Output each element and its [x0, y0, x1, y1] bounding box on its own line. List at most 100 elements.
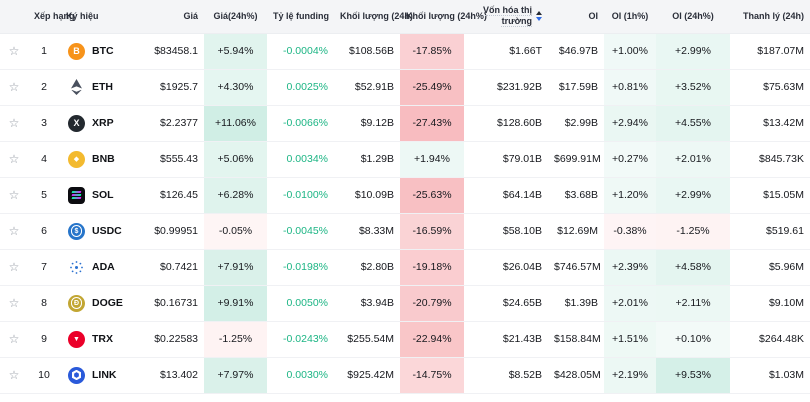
favorite-star-icon[interactable]: ☆ [8, 79, 20, 94]
symbol-cell[interactable]: X XRP [60, 105, 125, 142]
favorite-star-icon[interactable]: ☆ [8, 259, 20, 274]
symbol-cell[interactable]: LINK [60, 357, 125, 394]
rank-cell: 5 [28, 177, 60, 214]
table-row-doge: ☆ 8 Ð DOGE $0.16731 +9.91% 0.0050% $3.94B -20.79… [0, 285, 810, 322]
coin-symbol-label[interactable]: ETH [92, 81, 113, 93]
table-row-trx: ☆ 9 ▼ TRX $0.22583 -1.25% -0.0243% $255.54M -22.… [0, 321, 810, 358]
symbol-cell[interactable]: $ USDC [60, 213, 125, 250]
favorite-star-icon[interactable]: ☆ [8, 295, 20, 310]
volume_chg_24h-cell: -19.18% [400, 249, 464, 286]
xrp-icon: X [68, 114, 85, 132]
oi-cell: $746.57M [548, 249, 604, 286]
table-row-bnb: ☆ 4 ◆ BNB $555.43 +5.06% 0.0034% $1.29B +1.94% $7… [0, 141, 810, 178]
funding-rate-cell: 0.0034% [267, 141, 334, 178]
oi-cell: $158.84M [548, 321, 604, 358]
price-cell: $1925.7 [125, 69, 204, 106]
coin-symbol-label[interactable]: SOL [92, 189, 114, 201]
column-header-oi_24h[interactable]: OI (24h%) [656, 0, 730, 34]
favorite-cell: ☆ [0, 105, 28, 142]
volume_24h-cell: $3.94B [334, 285, 400, 322]
volume_24h-cell: $1.29B [334, 141, 400, 178]
rank-cell: 1 [28, 33, 60, 70]
favorite-star-icon[interactable]: ☆ [8, 367, 20, 382]
oi-cell: $428.05M [548, 357, 604, 394]
price_chg_24h-cell: +9.91% [204, 285, 267, 322]
favorite-cell: ☆ [0, 33, 28, 70]
rank-cell: 8 [28, 285, 60, 322]
price-cell: $0.16731 [125, 285, 204, 322]
oi_1h-cell: +2.01% [604, 285, 656, 322]
coin-symbol-label[interactable]: XRP [92, 117, 114, 129]
volume_24h-cell: $108.56B [334, 33, 400, 70]
favorite-star-icon[interactable]: ☆ [8, 151, 20, 166]
favorite-star-icon[interactable]: ☆ [8, 223, 20, 238]
volume_chg_24h-cell: -16.59% [400, 213, 464, 250]
liq_24h-cell: $519.61 [730, 213, 810, 250]
volume_24h-cell: $10.09B [334, 177, 400, 214]
coin-symbol-label[interactable]: BNB [92, 153, 115, 165]
symbol-cell[interactable]: ETH [60, 69, 125, 106]
table-row-ada: ☆ 7 ADA $0.7421 +7.91% -0.0198% $2.80B -19.18% $… [0, 249, 810, 286]
column-header-oi[interactable]: OI [548, 0, 604, 34]
oi_24h-cell: +4.58% [656, 249, 730, 286]
symbol-cell[interactable]: ▼ TRX [60, 321, 125, 358]
favorite-star-icon[interactable]: ☆ [8, 115, 20, 130]
symbol-cell[interactable]: ◆ BNB [60, 141, 125, 178]
column-header-favorite[interactable] [0, 0, 28, 34]
volume_chg_24h-cell: -27.43% [400, 105, 464, 142]
symbol-cell[interactable]: ADA [60, 249, 125, 286]
favorite-cell: ☆ [0, 285, 28, 322]
coin-symbol-label[interactable]: ADA [92, 261, 115, 273]
volume_chg_24h-cell: -14.75% [400, 357, 464, 394]
market_cap-cell: $64.14B [464, 177, 548, 214]
volume_chg_24h-cell: -25.49% [400, 69, 464, 106]
column-header-volume_chg_24h[interactable]: Khối lượng (24h%) [400, 0, 487, 34]
coin-symbol-label[interactable]: LINK [92, 369, 117, 381]
coin-symbol-label[interactable]: DOGE [92, 297, 123, 309]
funding-rate-cell: 0.0050% [267, 285, 334, 322]
sort-up-caret-icon [536, 11, 542, 16]
favorite-star-icon[interactable]: ☆ [8, 187, 20, 202]
price-cell: $0.99951 [125, 213, 204, 250]
symbol-cell[interactable]: SOL [60, 177, 125, 214]
bnb-icon: ◆ [68, 150, 85, 168]
column-header-price_chg_24h[interactable]: Giá(24h%) [204, 0, 267, 34]
rank-cell: 4 [28, 141, 60, 178]
liq_24h-cell: $5.96M [730, 249, 810, 286]
volume_24h-cell: $9.12B [334, 105, 400, 142]
symbol-cell[interactable]: B BTC [60, 33, 125, 70]
liq_24h-cell: $13.42M [730, 105, 810, 142]
column-header-price[interactable]: Giá [125, 0, 204, 34]
table-row-sol: ☆ 5 SOL $126.45 +6.28% -0.0100% $10.09B -25.63%… [0, 177, 810, 214]
column-header-funding_rate[interactable]: Tỷ lệ funding [267, 0, 334, 34]
oi-cell: $2.99B [548, 105, 604, 142]
funding-rate-cell: -0.0198% [267, 249, 334, 286]
column-header-liq_24h[interactable]: Thanh lý (24h) [730, 0, 810, 34]
coin-symbol-label[interactable]: USDC [92, 225, 122, 237]
favorite-star-icon[interactable]: ☆ [8, 331, 20, 346]
oi-cell: $699.91M [548, 141, 604, 178]
column-header-market_cap[interactable]: Vốn hóa thị trường [464, 0, 548, 34]
column-header-symbol[interactable]: Ký hiệu [60, 0, 125, 34]
link-icon [68, 366, 85, 384]
volume_24h-cell: $255.54M [334, 321, 400, 358]
liq_24h-cell: $845.73K [730, 141, 810, 178]
table-row-link: ☆ 10 LINK $13.402 +7.97% 0.0030% $925.42M -14.7… [0, 357, 810, 394]
market_cap-cell: $21.43B [464, 321, 548, 358]
symbol-cell[interactable]: Ð DOGE [60, 285, 125, 322]
favorite-star-icon[interactable]: ☆ [8, 43, 20, 58]
coin-symbol-label[interactable]: TRX [92, 333, 113, 345]
column-header-oi_1h[interactable]: OI (1h%) [604, 0, 656, 34]
table-row-btc: ☆ 1 B BTC $83458.1 +5.94% -0.0004% $108.56B -17.… [0, 33, 810, 70]
column-header-volume_24h[interactable]: Khối lượng (24h) [334, 0, 413, 34]
rank-cell: 7 [28, 249, 60, 286]
header-row: Xếp hạng Ký hiệu Giá Giá(24h%) Tỷ lệ funding… [0, 0, 810, 34]
price-cell: $83458.1 [125, 33, 204, 70]
coin-symbol-label[interactable]: BTC [92, 45, 114, 57]
price_chg_24h-cell: -1.25% [204, 321, 267, 358]
liq_24h-cell: $187.07M [730, 33, 810, 70]
oi_24h-cell: +9.53% [656, 357, 730, 394]
column-header-rank[interactable]: Xếp hạng [28, 0, 75, 34]
oi_1h-cell: +2.94% [604, 105, 656, 142]
